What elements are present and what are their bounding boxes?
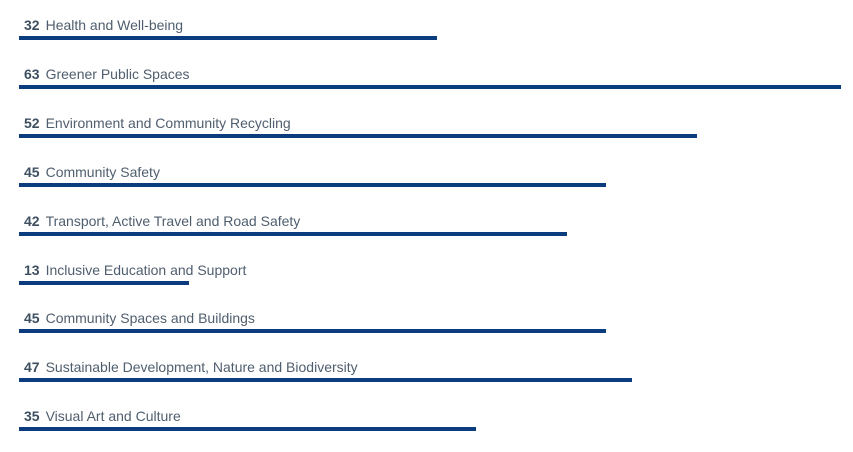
bar (19, 36, 437, 40)
bar-label: 45 Community Safety (24, 164, 160, 181)
bar (19, 231, 567, 236)
bar-value-label: 35 (24, 408, 40, 425)
bar-category-label: Health and Well-being (45, 17, 184, 33)
bar-label: 42 Transport, Active Travel and Road Safe… (24, 213, 300, 230)
bar-row: 47 Sustainable Development, Nature and Bi… (19, 359, 844, 399)
bar-row: 35 Visual Art and Culture (19, 408, 844, 448)
bar (19, 182, 607, 187)
bar (19, 280, 189, 285)
bar-value-label: 52 (24, 114, 40, 131)
bar-category-label: Sustainable Development, Nature and Biod… (45, 359, 358, 376)
bar-category-label: Environment and Community Recycling (45, 114, 291, 131)
bar-row: 63 Greener Public Spaces (19, 66, 844, 106)
bar-value-label: 63 (24, 65, 40, 82)
bar-value-label: 47 (24, 359, 40, 376)
bar-category-label: Community Spaces and Buildings (45, 310, 255, 327)
bar-value-label: 13 (24, 261, 40, 278)
bar-category-label: Transport, Active Travel and Road Safety (45, 212, 301, 229)
bar-row: 52 Environment and Community Recycling (19, 115, 844, 155)
bar-label: 45 Community Spaces and Buildings (24, 310, 255, 327)
bar-value-label: 42 (24, 212, 40, 229)
bar-row: 42 Transport, Active Travel and Road Safe… (19, 213, 844, 253)
bar-category-label: Greener Public Spaces (45, 65, 190, 82)
bar-row: 13 Inclusive Education and Support (19, 262, 844, 302)
bar-row: 32 Health and Well-being (19, 17, 844, 57)
bar-category-label: Community Safety (45, 163, 160, 180)
bar-value-label: 32 (24, 17, 40, 33)
bar (19, 133, 698, 138)
bar-category-label: Inclusive Education and Support (45, 261, 247, 278)
bar-value-label: 45 (24, 163, 40, 180)
bar (19, 378, 633, 383)
bar-label: 13 Inclusive Education and Support (24, 262, 246, 279)
bar-row: 45 Community Spaces and Buildings (19, 310, 844, 350)
bar-label: 32 Health and Well-being (24, 17, 183, 34)
bar-category-label: Visual Art and Culture (45, 408, 181, 425)
bar-label: 63 Greener Public Spaces (24, 66, 190, 83)
bar-label: 35 Visual Art and Culture (24, 408, 181, 425)
bar-label: 47 Sustainable Development, Nature and Bi… (24, 359, 358, 376)
bar (19, 427, 476, 432)
bar-value-label: 45 (24, 310, 40, 327)
bar-row: 45 Community Safety (19, 164, 844, 204)
bar-label: 52 Environment and Community Recycling (24, 115, 291, 132)
bar (19, 329, 607, 334)
bar (19, 84, 841, 89)
